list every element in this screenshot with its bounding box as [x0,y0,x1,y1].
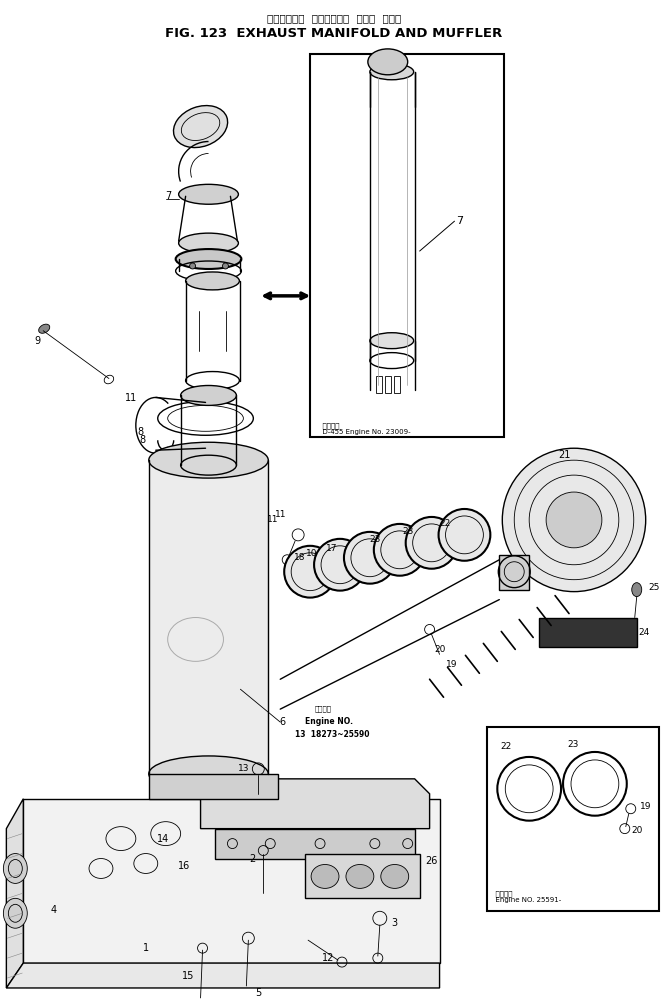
Ellipse shape [190,263,196,269]
Bar [376,376,382,393]
Polygon shape [7,799,23,988]
Text: D-455 Engine No. 23009-: D-455 Engine No. 23009- [318,429,411,435]
Text: 3: 3 [391,919,398,929]
Text: 16: 16 [178,861,190,871]
Ellipse shape [546,492,602,548]
Bar [393,376,399,393]
Text: FIG. 123  EXHAUST MANIFOLD AND MUFFLER: FIG. 123 EXHAUST MANIFOLD AND MUFFLER [166,27,502,40]
Text: 20: 20 [631,826,643,835]
Ellipse shape [405,517,458,569]
Text: 7: 7 [166,191,172,201]
Ellipse shape [176,249,241,269]
Ellipse shape [344,532,395,584]
Text: 適用番号: 適用番号 [492,890,513,896]
Text: 6: 6 [279,718,285,727]
Text: 26: 26 [426,855,438,865]
Text: 14: 14 [156,833,169,843]
Text: Engine NO.: Engine NO. [305,717,353,726]
Text: 22: 22 [439,520,450,529]
Text: 23: 23 [369,536,381,545]
Text: 25: 25 [649,583,660,592]
Text: 13: 13 [238,765,249,774]
Text: 4: 4 [50,906,56,916]
Ellipse shape [314,539,366,591]
Text: 20: 20 [434,645,446,654]
Polygon shape [305,853,420,898]
Text: 22: 22 [500,743,512,752]
Text: 13  18273~25590: 13 18273~25590 [295,730,369,739]
Polygon shape [539,617,637,647]
Ellipse shape [439,509,490,561]
Text: 21: 21 [558,450,570,460]
Ellipse shape [311,864,339,888]
Ellipse shape [186,272,239,289]
Text: 19: 19 [446,660,458,668]
Polygon shape [200,779,430,829]
Text: 18: 18 [295,554,306,562]
Ellipse shape [368,49,407,74]
Ellipse shape [3,853,27,883]
Polygon shape [216,829,415,858]
Text: 11: 11 [267,516,278,525]
Text: 12: 12 [322,953,334,963]
Text: 19: 19 [640,802,651,811]
Text: 23: 23 [402,528,413,537]
Text: 8: 8 [138,427,144,437]
Text: エキゾースト  マニホールド  および  マフラ: エキゾースト マニホールド および マフラ [267,13,401,23]
Ellipse shape [381,864,409,888]
Ellipse shape [222,263,228,269]
Text: 適用番号: 適用番号 [318,422,339,428]
Ellipse shape [284,546,336,598]
Ellipse shape [149,442,269,478]
Bar [385,376,391,393]
Text: 10: 10 [307,550,318,559]
Ellipse shape [374,524,426,576]
Bar [488,727,659,912]
Text: 適用番号: 適用番号 [315,706,332,713]
Text: 5: 5 [255,988,261,998]
Ellipse shape [178,233,238,253]
Ellipse shape [370,333,413,349]
Text: Engine NO. 25591-: Engine NO. 25591- [492,897,562,903]
Ellipse shape [502,448,646,592]
Text: 1: 1 [143,943,149,953]
Ellipse shape [3,898,27,929]
Ellipse shape [346,864,374,888]
Bar [310,54,504,437]
Bar [149,460,269,774]
Text: 24: 24 [639,628,650,637]
Polygon shape [149,774,279,799]
Ellipse shape [178,184,238,204]
Ellipse shape [632,583,642,597]
Ellipse shape [39,325,49,334]
Text: 8: 8 [140,435,146,445]
Text: 11: 11 [275,511,286,520]
Ellipse shape [149,756,269,792]
Ellipse shape [180,386,236,405]
Ellipse shape [174,106,228,148]
Text: 7: 7 [456,216,463,226]
Polygon shape [23,799,440,963]
Polygon shape [499,555,529,590]
Text: 17: 17 [326,545,338,554]
Text: 2: 2 [249,853,255,863]
Ellipse shape [370,64,413,79]
Polygon shape [7,963,440,988]
Text: 11: 11 [125,393,137,403]
Text: 9: 9 [34,336,40,346]
Text: 23: 23 [567,741,578,750]
Text: 15: 15 [182,971,195,981]
